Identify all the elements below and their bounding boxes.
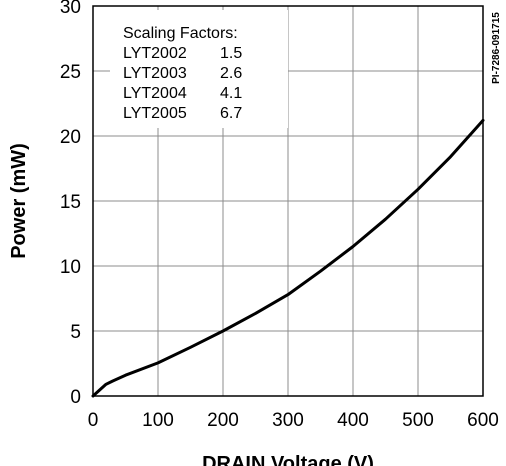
- y-tick-label: 25: [60, 62, 81, 83]
- scaling-factor-value: 2.6: [220, 65, 242, 82]
- scaling-factor-value: 6.7: [220, 105, 242, 122]
- y-tick-label: 10: [60, 257, 81, 278]
- x-tick-label: 500: [402, 410, 434, 431]
- scaling-factor-part: LYT2004: [123, 85, 187, 102]
- x-tick-label: 200: [207, 410, 239, 431]
- x-tick-labels: 0 100 200 300 400 500 600: [88, 410, 499, 431]
- y-tick-label: 30: [60, 0, 81, 18]
- scaling-factor-part: LYT2003: [123, 65, 187, 82]
- plot-frame: [92, 5, 484, 397]
- figure-id: PI-7286-091715: [491, 12, 502, 84]
- scaling-factors-list: LYT2002 1.5 LYT2003 2.6 LYT2004 4.1 LYT2005 6.7: [123, 45, 242, 122]
- scaling-factor-part: LYT2005: [123, 105, 187, 122]
- y-tick-label: 0: [70, 387, 81, 408]
- x-axis-title: DRAIN Voltage (V): [202, 453, 374, 466]
- x-tick-label: 100: [142, 410, 174, 431]
- scaling-factor-part: LYT2002: [123, 45, 187, 62]
- x-tick-label: 400: [337, 410, 369, 431]
- y-tick-label: 15: [60, 192, 81, 213]
- scaling-factors-box: [110, 10, 288, 128]
- scaling-factor-value: 4.1: [220, 85, 242, 102]
- y-tick-label: 20: [60, 127, 81, 148]
- y-tick-label: 5: [70, 322, 81, 343]
- x-tick-label: 600: [467, 410, 499, 431]
- power-curve: [91, 118, 485, 398]
- scaling-factors-title: Scaling Factors:: [123, 25, 238, 42]
- x-tick-label: 0: [88, 410, 99, 431]
- x-tick-label: 300: [272, 410, 304, 431]
- scaling-factor-value: 1.5: [220, 45, 242, 62]
- y-tick-labels: 0 5 10 15 20 25 30: [60, 0, 81, 408]
- y-axis-title: Power (mW): [8, 143, 30, 259]
